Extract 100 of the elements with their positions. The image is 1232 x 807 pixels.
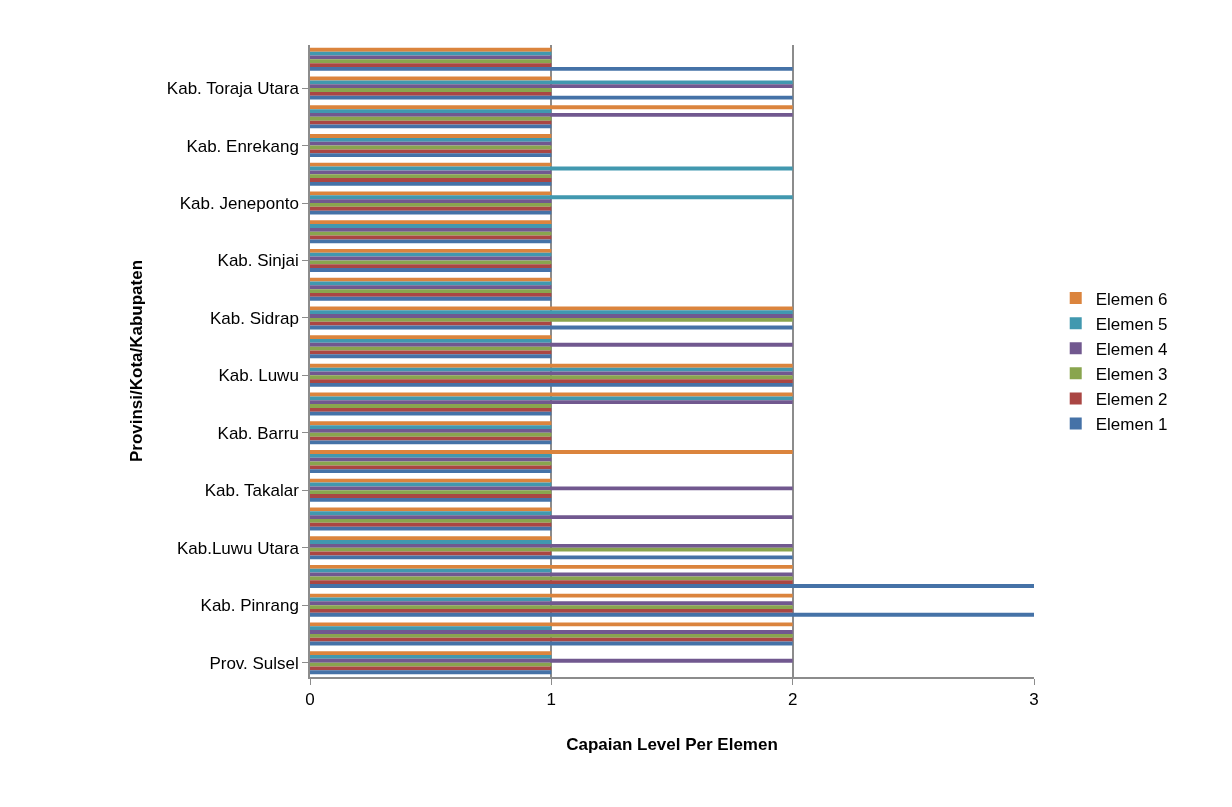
bar	[310, 314, 793, 318]
bar	[310, 428, 552, 433]
y-tick-label: Kab. Enrekang	[186, 136, 299, 156]
bar	[310, 564, 793, 569]
bar	[310, 252, 552, 257]
bar	[310, 555, 793, 560]
bar	[310, 490, 552, 495]
legend-label: Elemen 6	[1095, 289, 1168, 309]
bar	[310, 609, 793, 613]
bar	[310, 630, 793, 634]
bar	[310, 497, 552, 502]
legend-label: Elemen 4	[1095, 339, 1168, 359]
bar	[310, 626, 552, 631]
y-tick-label: Kab.Luwu Utara	[176, 538, 300, 558]
bar	[310, 91, 552, 96]
bar	[310, 407, 552, 412]
y-tick-label: Kab. Takalar	[204, 481, 300, 501]
bar	[310, 486, 793, 491]
bar	[310, 277, 552, 282]
bar	[310, 59, 552, 64]
bar	[310, 396, 793, 401]
bar	[310, 227, 552, 232]
y-tick-label: Kab. Jeneponto	[179, 193, 299, 213]
bar	[310, 670, 552, 675]
y-tick-label: Kab. Pinrang	[200, 596, 299, 616]
bar	[310, 379, 793, 384]
y-tick-label: Kab. Sidrap	[210, 308, 299, 328]
bar	[310, 536, 552, 541]
bar	[310, 239, 552, 244]
x-tick-label: 2	[787, 690, 798, 710]
bar	[310, 383, 793, 387]
bar	[310, 109, 552, 113]
bar	[310, 105, 793, 110]
bar	[310, 440, 552, 445]
bar	[310, 134, 552, 138]
x-tick-label: 1	[546, 690, 557, 710]
bar	[310, 310, 793, 315]
bar	[310, 149, 552, 154]
bar	[310, 206, 552, 211]
bar	[310, 80, 793, 85]
bar	[310, 47, 552, 52]
bar	[310, 51, 552, 56]
bar	[310, 224, 552, 228]
bar	[310, 289, 552, 294]
bar	[310, 375, 793, 380]
bar	[310, 342, 793, 347]
bar	[310, 519, 552, 523]
y-tick-label: Kab. Luwu	[218, 366, 299, 386]
bar	[310, 67, 793, 71]
bar	[310, 654, 552, 659]
bar	[310, 478, 552, 483]
bar	[310, 666, 552, 671]
bar	[310, 511, 552, 516]
bar	[310, 469, 552, 474]
bar	[310, 465, 552, 470]
bar	[310, 450, 793, 454]
bar	[310, 540, 552, 544]
bar	[310, 354, 552, 359]
bar	[310, 248, 552, 253]
bar	[310, 220, 552, 225]
bar	[310, 651, 552, 655]
bar	[310, 335, 552, 339]
bar	[310, 112, 793, 117]
bar	[310, 658, 793, 663]
bar	[310, 350, 552, 355]
bar	[310, 137, 552, 142]
bar	[310, 601, 793, 606]
bar	[310, 425, 552, 429]
bar	[310, 260, 552, 265]
bar	[310, 547, 793, 552]
bar	[310, 584, 1034, 588]
bar	[310, 63, 552, 68]
bar	[310, 432, 552, 437]
bar	[310, 181, 552, 186]
bar	[310, 404, 552, 408]
bar	[310, 199, 552, 203]
bar	[310, 178, 552, 182]
bar	[310, 88, 552, 92]
bar	[310, 162, 552, 167]
x-tick-label: 0	[305, 690, 315, 710]
bar	[310, 593, 793, 598]
bar	[310, 203, 552, 207]
bar	[310, 421, 552, 426]
bar	[310, 293, 552, 297]
x-axis-title: Capaian Level Per Elemen	[566, 735, 778, 755]
bar	[310, 285, 552, 290]
bar	[310, 124, 552, 129]
legend-label: Elemen 2	[1095, 390, 1168, 410]
legend-label: Elemen 5	[1095, 314, 1168, 334]
bar	[310, 515, 793, 519]
bar	[310, 457, 552, 462]
bar	[310, 268, 552, 272]
bar	[310, 453, 552, 458]
bar	[310, 141, 552, 146]
x-tick-label: 3	[1029, 690, 1039, 710]
y-axis-title: Provinsi/Kota/Kabupaten	[126, 259, 146, 463]
bar	[310, 400, 793, 405]
bar	[310, 174, 552, 179]
y-tick-label: Kab. Barru	[217, 423, 299, 443]
bar	[310, 637, 793, 642]
